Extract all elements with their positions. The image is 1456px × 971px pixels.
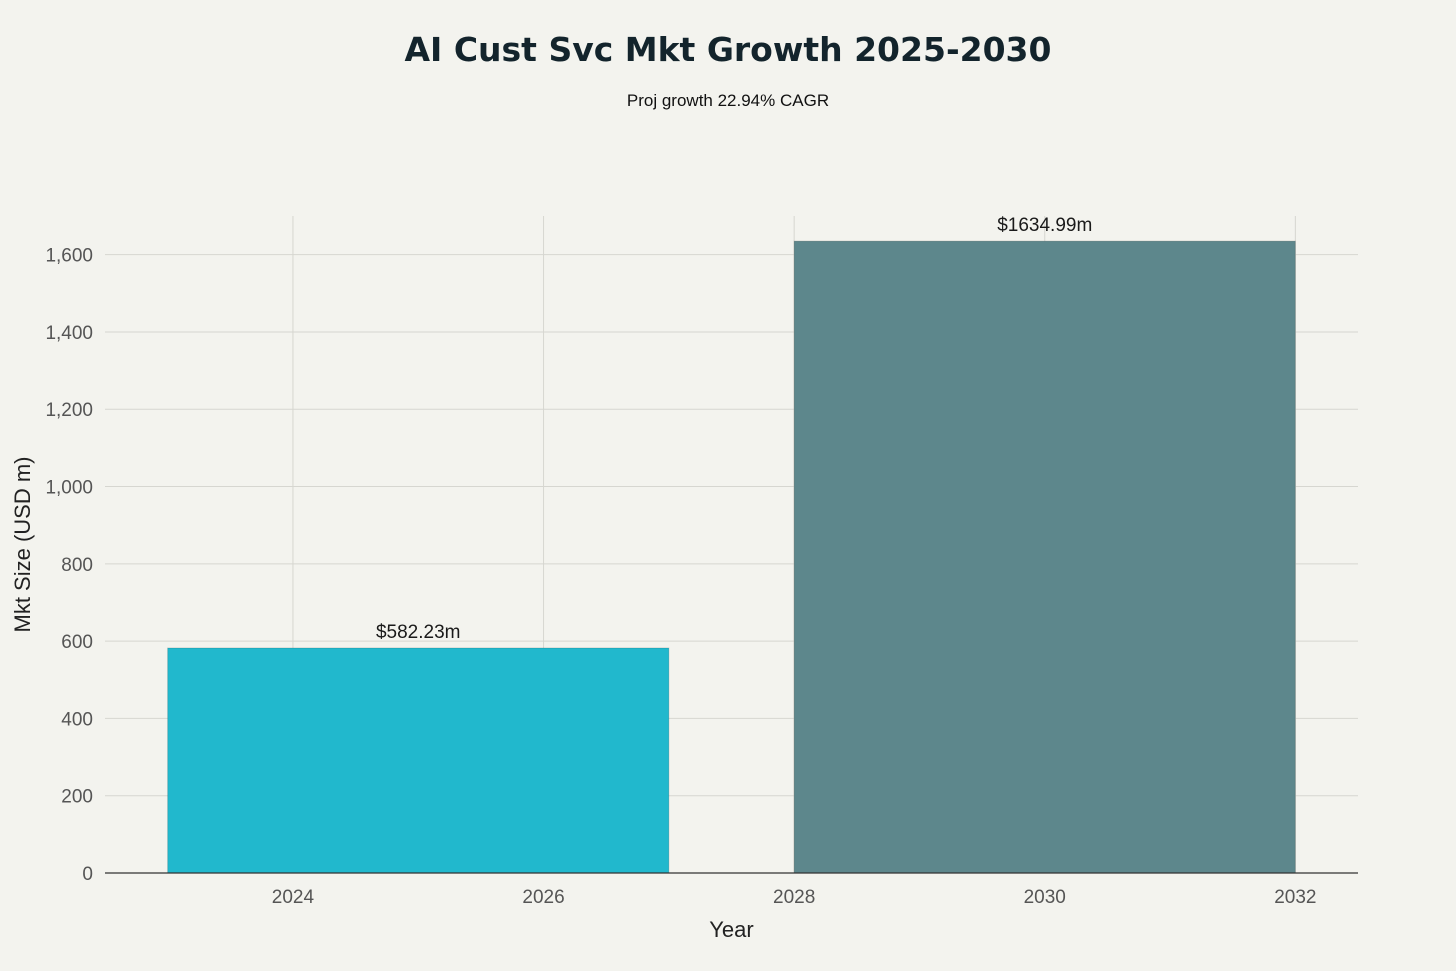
- x-tick-label-2028: 2028: [773, 887, 815, 908]
- x-tick-label-2030: 2030: [1024, 887, 1066, 908]
- x-axis-title: Year: [709, 917, 753, 942]
- y-tick-labels: 0 200 400 600 800 1,000 1,200 1,400 1,600: [45, 246, 93, 885]
- bar-0: [167, 647, 670, 874]
- y-tick-label-400: 400: [61, 709, 93, 730]
- y-tick-label-1600: 1,600: [45, 246, 93, 267]
- y-tick-label-1000: 1,000: [45, 478, 93, 499]
- y-tick-label-1200: 1,200: [45, 400, 93, 421]
- bar-data-labels: $582.23m $1634.99m: [376, 215, 1092, 643]
- y-tick-label-200: 200: [61, 787, 93, 808]
- x-tick-label-2032: 2032: [1274, 887, 1316, 908]
- y-tick-label-600: 600: [61, 632, 93, 653]
- bars: [167, 240, 1296, 874]
- bar-1: [793, 240, 1296, 874]
- y-tick-label-1400: 1,400: [45, 323, 93, 344]
- bar-data-label-1: $1634.99m: [997, 215, 1092, 236]
- x-tick-label-2024: 2024: [272, 887, 315, 908]
- bar-data-label-0: $582.23m: [376, 622, 461, 643]
- chart-subtitle: Proj growth 22.94% CAGR: [626, 91, 830, 110]
- x-tick-label-2026: 2026: [522, 887, 564, 908]
- x-tick-labels: 2024 2026 2028 2030 2032: [272, 887, 1317, 908]
- y-tick-label-0: 0: [82, 864, 93, 885]
- y-axis-title: Mkt Size (USD m): [10, 457, 35, 633]
- y-tick-label-800: 800: [61, 555, 93, 576]
- chart-title: AI Cust Svc Mkt Growth 2025-2030: [404, 30, 1052, 69]
